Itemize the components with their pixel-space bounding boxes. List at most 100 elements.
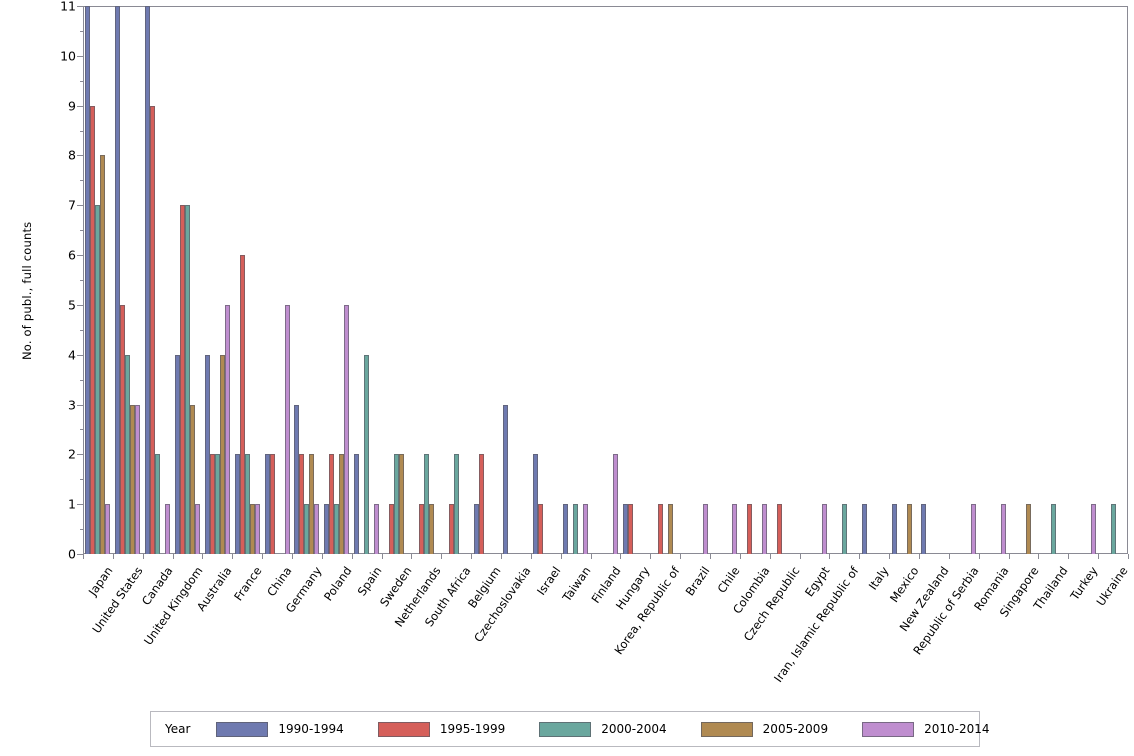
bar[interactable] [891,504,897,554]
bar[interactable] [563,504,569,554]
bar[interactable] [418,504,424,554]
bar[interactable] [388,504,394,554]
bar[interactable] [179,205,185,554]
bar[interactable] [702,504,708,554]
bar[interactable] [627,504,633,554]
legend-item[interactable]: 2000-2004 [539,721,667,737]
bar[interactable] [667,504,673,554]
y-tick-mark-minor [80,30,83,32]
y-tick-label: 3 [68,397,76,413]
legend-item[interactable]: 2005-2009 [700,721,828,737]
bar[interactable] [219,354,225,554]
bar[interactable] [334,504,340,554]
bar[interactable] [612,454,618,554]
bar[interactable] [393,454,399,554]
bar[interactable] [344,304,350,554]
legend-label: 2000-2004 [601,722,667,736]
bar[interactable] [209,454,215,554]
bar[interactable] [657,504,663,554]
bar[interactable] [125,354,131,554]
legend-item[interactable]: 2010-2014 [862,721,990,737]
bar[interactable] [224,304,230,554]
bar[interactable] [324,504,330,554]
bar[interactable] [971,504,977,554]
x-tick-mark [1128,554,1129,559]
bar[interactable] [354,454,360,554]
bar[interactable] [174,354,180,554]
bar[interactable] [135,404,141,554]
bar[interactable] [1090,504,1096,554]
bar[interactable] [234,454,240,554]
bar[interactable] [573,504,579,554]
bar[interactable] [100,155,106,554]
legend-item[interactable]: 1990-1994 [216,721,344,737]
bar[interactable] [533,454,539,554]
bar[interactable] [90,105,96,554]
bar[interactable] [155,454,161,554]
bar[interactable] [861,504,867,554]
legend-label: 1990-1994 [278,722,344,736]
bar[interactable] [473,504,479,554]
bar[interactable] [264,454,270,554]
bar-group [441,6,471,554]
bar[interactable] [299,454,305,554]
bar[interactable] [105,504,111,554]
bar-group [202,6,232,554]
bar[interactable] [841,504,847,554]
bar[interactable] [120,304,126,554]
bar[interactable] [538,504,544,554]
bar[interactable] [1025,504,1031,554]
bar[interactable] [214,454,220,554]
x-tick-mark [292,554,293,559]
bar[interactable] [453,454,459,554]
legend-item[interactable]: 1995-1999 [377,721,505,737]
bar[interactable] [329,454,335,554]
bar[interactable] [364,354,370,554]
y-tick-label: 7 [68,197,76,213]
bar[interactable] [747,504,753,554]
bar[interactable] [204,354,210,554]
x-tick-label: Chile [714,564,743,596]
bar[interactable] [294,404,300,554]
bar[interactable] [448,504,454,554]
bar[interactable] [398,454,404,554]
bar[interactable] [428,504,434,554]
bar[interactable] [732,504,738,554]
bar[interactable] [115,6,121,554]
bar[interactable] [284,304,290,554]
bar[interactable] [1050,504,1056,554]
bar[interactable] [239,255,245,554]
bar[interactable] [150,105,156,554]
bar[interactable] [309,454,315,554]
bar[interactable] [145,6,151,554]
bar[interactable] [478,454,484,554]
bar[interactable] [254,504,260,554]
bar[interactable] [583,504,589,554]
bar[interactable] [130,404,136,554]
bar[interactable] [1110,504,1116,554]
bar[interactable] [503,404,509,554]
bar[interactable] [165,504,171,554]
bar[interactable] [821,504,827,554]
bar[interactable] [269,454,275,554]
bar[interactable] [85,6,91,554]
bar[interactable] [374,504,380,554]
legend-swatch [539,721,592,737]
bar[interactable] [194,504,200,554]
bar[interactable] [762,504,768,554]
bar[interactable] [189,404,195,554]
bar[interactable] [1001,504,1007,554]
bar[interactable] [622,504,628,554]
y-tick-label: 2 [68,446,76,462]
bar[interactable] [95,205,101,554]
bar[interactable] [777,504,783,554]
bar[interactable] [184,205,190,554]
bar[interactable] [249,504,255,554]
bar[interactable] [423,454,429,554]
bar[interactable] [339,454,345,554]
bar[interactable] [244,454,250,554]
bar[interactable] [921,504,927,554]
bar[interactable] [906,504,912,554]
bar[interactable] [314,504,320,554]
bar[interactable] [304,504,310,554]
